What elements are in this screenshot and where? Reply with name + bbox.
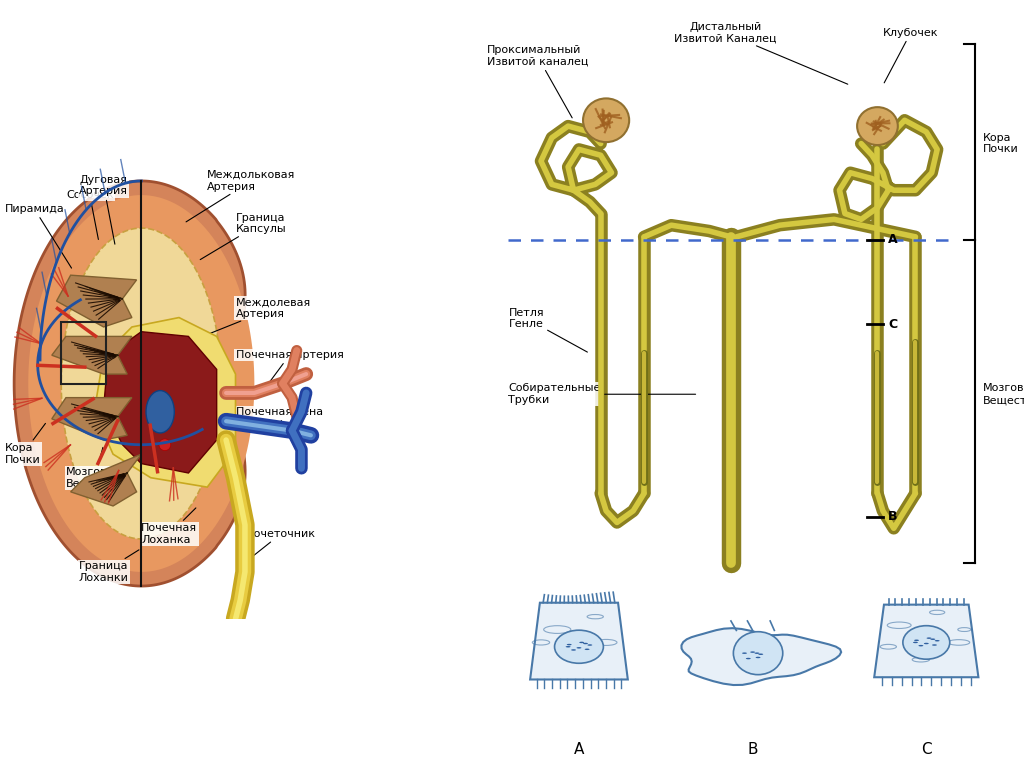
Ellipse shape [555, 630, 603, 663]
Polygon shape [71, 454, 141, 506]
Ellipse shape [742, 653, 746, 654]
Ellipse shape [913, 642, 918, 644]
Polygon shape [61, 228, 221, 539]
Ellipse shape [583, 643, 588, 644]
Text: Междолевая
Артерия: Междолевая Артерия [205, 298, 310, 335]
Polygon shape [29, 195, 254, 572]
Text: B: B [748, 742, 758, 757]
Ellipse shape [919, 645, 924, 647]
Ellipse shape [931, 638, 935, 640]
Ellipse shape [566, 644, 571, 645]
Ellipse shape [927, 637, 932, 639]
Polygon shape [530, 603, 628, 680]
Text: C: C [921, 742, 932, 757]
Ellipse shape [577, 647, 582, 649]
Text: Петля
Генле: Петля Генле [508, 308, 588, 352]
Text: A: A [888, 233, 898, 246]
Text: Граница
Лоханки: Граница Лоханки [79, 550, 139, 583]
Ellipse shape [932, 644, 937, 646]
Text: Собирательные
Трубки: Собирательные Трубки [508, 384, 695, 405]
Text: B: B [888, 510, 898, 523]
Polygon shape [94, 318, 236, 487]
Polygon shape [14, 181, 245, 586]
Ellipse shape [914, 640, 919, 641]
Text: Мозговое
Вещество: Мозговое Вещество [983, 384, 1024, 405]
Text: C: C [888, 318, 897, 331]
Text: Мочеточник: Мочеточник [245, 529, 316, 561]
Text: Междольковая
Артерия: Междольковая Артерия [186, 170, 296, 222]
Polygon shape [52, 397, 132, 440]
Text: Граница
Капсулы: Граница Капсулы [201, 212, 286, 259]
Ellipse shape [588, 644, 592, 646]
Text: Кора
Почки: Кора Почки [983, 133, 1019, 154]
Text: Пирамида: Пирамида [5, 204, 72, 268]
Text: Проксимальный
Извитой каналец: Проксимальный Извитой каналец [486, 45, 588, 118]
Ellipse shape [903, 626, 949, 659]
Ellipse shape [745, 658, 751, 660]
Polygon shape [52, 337, 132, 374]
Polygon shape [56, 275, 136, 327]
Ellipse shape [924, 643, 929, 644]
Text: Мозговое
Вещество: Мозговое Вещество [66, 447, 124, 489]
Ellipse shape [857, 107, 898, 145]
Ellipse shape [755, 653, 760, 654]
Ellipse shape [159, 439, 171, 451]
Text: Кора
Почки: Кора Почки [5, 423, 45, 465]
Polygon shape [681, 628, 841, 685]
Text: Почечная
Лоханка: Почечная Лоханка [141, 508, 198, 545]
Text: Почечная вена: Почечная вена [236, 407, 323, 423]
Ellipse shape [759, 653, 763, 655]
Bar [61, 322, 106, 384]
Ellipse shape [751, 651, 755, 653]
Polygon shape [874, 604, 978, 677]
Text: A: A [573, 742, 584, 757]
Ellipse shape [580, 642, 584, 644]
Polygon shape [103, 331, 217, 473]
Text: Сосочек: Сосочек [66, 190, 114, 239]
Text: Почечная артерия: Почечная артерия [236, 351, 343, 381]
Ellipse shape [733, 632, 782, 675]
Ellipse shape [565, 646, 570, 647]
Ellipse shape [585, 649, 590, 650]
Ellipse shape [935, 640, 940, 641]
Ellipse shape [571, 649, 575, 650]
Text: Дистальный
Извитой Каналец: Дистальный Извитой Каналец [674, 22, 848, 84]
Text: Клубочек: Клубочек [883, 28, 938, 83]
Ellipse shape [756, 657, 761, 658]
Text: Дуговая
Артерия: Дуговая Артерия [79, 175, 128, 244]
Ellipse shape [146, 390, 174, 433]
Ellipse shape [583, 98, 629, 142]
